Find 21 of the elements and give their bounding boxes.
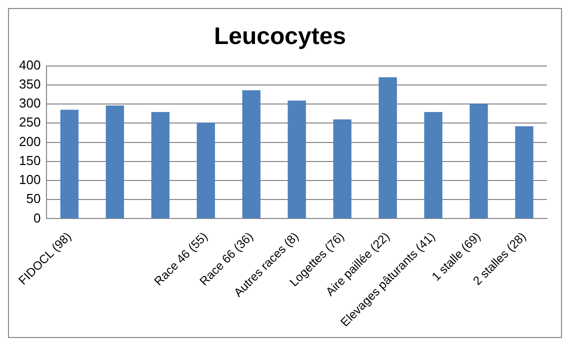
y-tick-label: 300 — [18, 96, 41, 111]
y-tick-label: 350 — [18, 76, 41, 92]
bar — [196, 122, 215, 218]
chart-title: Leucocytes — [214, 23, 346, 50]
y-tick-label: 250 — [18, 114, 41, 130]
y-tick-label: 150 — [18, 152, 41, 168]
bar — [106, 106, 124, 218]
bar — [242, 90, 260, 218]
bar — [151, 112, 170, 218]
y-tick-label: 100 — [18, 172, 41, 188]
y-tick-label: 200 — [18, 134, 41, 149]
bar — [60, 110, 79, 218]
y-tick-label: 400 — [18, 57, 41, 72]
bar — [288, 100, 306, 218]
bar — [378, 77, 397, 218]
bar — [333, 119, 352, 218]
y-tick-label: 0 — [33, 210, 41, 226]
y-tick-label: 50 — [26, 191, 41, 206]
bar — [424, 112, 442, 218]
bar — [515, 126, 534, 218]
bar — [470, 104, 488, 218]
